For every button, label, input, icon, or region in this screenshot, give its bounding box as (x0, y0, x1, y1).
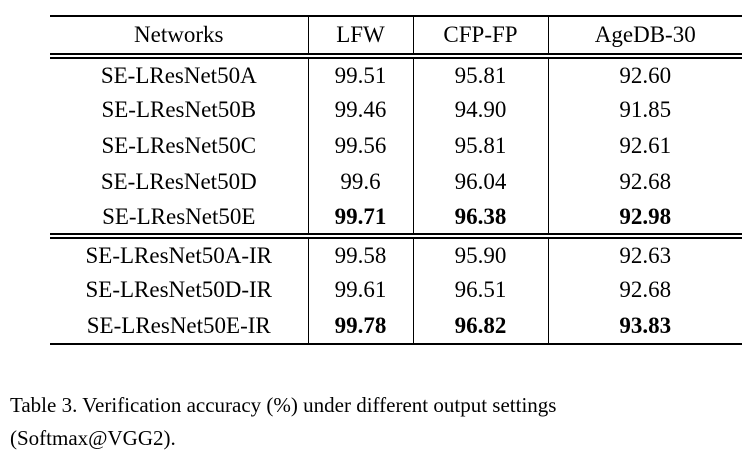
network-name-cell: SE-LResNet50E (50, 200, 309, 236)
table-row: SE-LResNet50E 99.71 96.38 92.98 (50, 200, 742, 236)
network-name-cell: SE-LResNet50A (50, 56, 309, 92)
table-row: SE-LResNet50E-IR 99.78 96.82 93.83 (50, 308, 742, 344)
value-cell: 91.85 (619, 97, 672, 122)
network-name-cell: SE-LResNet50B (50, 92, 309, 128)
value-cell: 92.98 (619, 203, 672, 229)
table-row: SE-LResNet50A-IR 99.58 95.90 92.63 (50, 236, 742, 272)
value-cell: 92.60 (619, 62, 672, 88)
table-row: SE-LResNet50B 99.46 94.90 91.85 (50, 92, 742, 128)
header-row: Networks LFW CFP-FP AgeDB-30 (50, 16, 742, 56)
network-name-cell: SE-LResNet50A-IR (50, 236, 309, 272)
table-section-1: SE-LResNet50A 99.51 95.81 92.60 SE-LResNet50… (50, 56, 742, 236)
value-cell: 99.51 (308, 56, 414, 92)
column-header-lfw: LFW (308, 16, 414, 56)
network-name-cell: SE-LResNet50C (50, 128, 309, 164)
value-cell: 95.81 (413, 56, 549, 92)
value-cell: 96.82 (413, 308, 549, 344)
table-row: SE-LResNet50C 99.56 95.81 92.61 (50, 128, 742, 164)
table-row: SE-LResNet50A 99.51 95.81 92.60 (50, 56, 742, 92)
value-cell: 99.46 (308, 92, 414, 128)
caption-line-2: (Softmax@VGG2). (10, 426, 176, 450)
value-cell: 92.61 (619, 133, 672, 158)
results-table: Networks LFW CFP-FP AgeDB-30 SE-LResNet5… (50, 15, 742, 345)
network-name-cell: SE-LResNet50D (50, 164, 309, 200)
network-name-cell: SE-LResNet50E-IR (50, 308, 309, 344)
value-cell: 96.04 (413, 164, 549, 200)
value-cell: 93.83 (619, 312, 672, 338)
value-cell: 99.78 (308, 308, 414, 344)
value-cell: 99.58 (308, 236, 414, 272)
network-name-cell: SE-LResNet50D-IR (50, 272, 309, 308)
value-cell: 95.90 (413, 236, 549, 272)
value-cell: 99.61 (308, 272, 414, 308)
table-caption: Table 3. Verification accuracy (%) under… (10, 389, 750, 455)
column-header-agedb-30: AgeDB-30 (594, 22, 696, 47)
value-cell: 96.38 (413, 200, 549, 236)
caption-line-1: Table 3. Verification accuracy (%) under… (10, 393, 557, 417)
value-cell: 99.56 (308, 128, 414, 164)
value-cell: 95.81 (413, 128, 549, 164)
table-row: SE-LResNet50D-IR 99.61 96.51 92.68 (50, 272, 742, 308)
column-header-networks: Networks (50, 16, 309, 56)
table-header: Networks LFW CFP-FP AgeDB-30 (50, 16, 742, 56)
value-cell: 99.71 (308, 200, 414, 236)
table-section-2: SE-LResNet50A-IR 99.58 95.90 92.63 SE-LResNe… (50, 236, 742, 344)
value-cell: 92.68 (619, 169, 672, 194)
column-header-cfp-fp: CFP-FP (413, 16, 549, 56)
value-cell: 92.63 (619, 242, 672, 268)
value-cell: 96.51 (413, 272, 549, 308)
table-row: SE-LResNet50D 99.6 96.04 92.68 (50, 164, 742, 200)
value-cell: 94.90 (413, 92, 549, 128)
value-cell: 92.68 (619, 277, 672, 302)
value-cell: 99.6 (308, 164, 414, 200)
